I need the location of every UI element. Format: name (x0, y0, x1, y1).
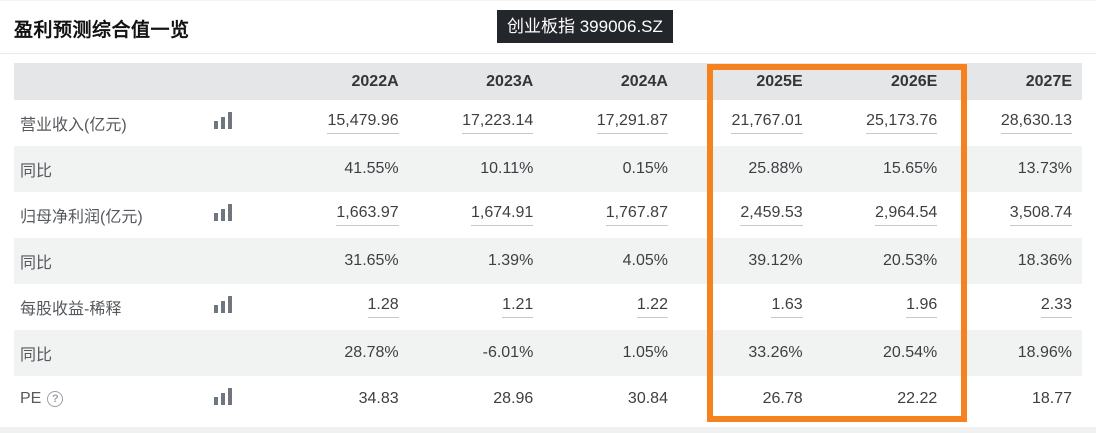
metric-value[interactable]: 1,674.91 (409, 192, 544, 238)
row-label: 营业收入(亿元) (20, 117, 127, 134)
yoy-value: 18.96% (947, 330, 1082, 376)
col-header-2024A: 2024A (543, 63, 678, 100)
yoy-value: 31.65% (274, 238, 409, 284)
yoy-value: 39.12% (677, 238, 813, 284)
table-row-net-profit: 归母净利润(亿元) 1,663.97 1,674.91 1,767.87 2,4… (14, 192, 1082, 238)
yoy-value: 4.05% (543, 238, 678, 284)
row-label: 归母净利润(亿元) (20, 209, 143, 226)
metric-value[interactable]: 1,767.87 (543, 192, 678, 238)
metric-value[interactable]: 1,663.97 (274, 192, 409, 238)
header-label-spacer (14, 63, 214, 100)
metric-value[interactable]: 25,173.76 (813, 100, 948, 146)
table-row-revenue: 营业收入(亿元) 15,479.96 17,223.14 17,291.87 2… (14, 100, 1082, 146)
col-header-2023A: 2023A (408, 63, 544, 100)
metric-value[interactable]: 1.22 (543, 284, 678, 330)
bar-chart-icon[interactable] (214, 112, 232, 129)
metric-value[interactable]: 17,223.14 (409, 100, 544, 146)
table-row-eps-yoy: 同比 28.78% -6.01% 1.05% 33.26% 20.54% 18.… (14, 330, 1082, 376)
metric-value[interactable]: 1.21 (409, 284, 544, 330)
metric-value[interactable]: 2,459.53 (678, 192, 813, 238)
table-row-pe: PE? 34.83 28.96 30.84 26.78 22.22 18.77 (14, 376, 1082, 422)
metric-value[interactable]: 17,291.87 (543, 100, 678, 146)
yoy-value: 20.54% (812, 330, 948, 376)
metric-value[interactable]: 15,479.96 (274, 100, 409, 146)
metric-value[interactable]: 2,964.54 (813, 192, 948, 238)
col-header-2022A: 2022A (274, 63, 409, 100)
row-label: 同比 (14, 238, 214, 284)
bar-chart-icon[interactable] (214, 204, 232, 221)
yoy-value: 25.88% (677, 146, 813, 192)
row-label: 同比 (14, 330, 214, 376)
pe-value: 18.77 (1031, 390, 1072, 407)
yoy-value: 33.26% (677, 330, 813, 376)
bar-chart-icon[interactable] (214, 296, 232, 313)
metric-value[interactable]: 1.28 (274, 284, 409, 330)
index-badge[interactable]: 创业板指 399006.SZ (497, 10, 673, 43)
row-label: 每股收益-稀释 (20, 301, 122, 318)
row-label: PE? (14, 376, 214, 422)
yoy-value: 28.78% (274, 330, 409, 376)
yoy-value: 41.55% (274, 146, 409, 192)
col-header-2025E: 2025E (677, 63, 813, 100)
yoy-value: 18.36% (947, 238, 1082, 284)
metric-value[interactable]: 21,767.01 (678, 100, 813, 146)
pe-value: 26.78 (762, 390, 803, 407)
pe-value: 34.83 (358, 390, 399, 407)
metric-value[interactable]: 1.63 (678, 284, 813, 330)
col-header-2027E: 2027E (947, 63, 1082, 100)
metric-value[interactable]: 2.33 (947, 284, 1082, 330)
yoy-value: 13.73% (947, 146, 1082, 192)
table-row-eps-diluted: 每股收益-稀释 1.28 1.21 1.22 1.63 1.96 2.33 (14, 284, 1082, 330)
row-label: 同比 (14, 146, 214, 192)
yoy-value: 15.65% (812, 146, 948, 192)
bottom-row-strip (0, 427, 1096, 433)
yoy-value: 0.15% (543, 146, 678, 192)
yoy-value: 10.11% (408, 146, 544, 192)
metric-value[interactable]: 1.96 (813, 284, 948, 330)
col-header-2026E: 2026E (812, 63, 948, 100)
table-row-revenue-yoy: 同比 41.55% 10.11% 0.15% 25.88% 15.65% 13.… (14, 146, 1082, 192)
metric-value[interactable]: 3,508.74 (947, 192, 1082, 238)
pe-value: 30.84 (627, 390, 668, 407)
bar-chart-icon[interactable] (214, 388, 232, 405)
header-icon-spacer (214, 63, 274, 100)
yoy-value: 1.39% (408, 238, 544, 284)
metric-value[interactable]: 28,630.13 (947, 100, 1082, 146)
yoy-value: 20.53% (812, 238, 948, 284)
table-row-net-profit-yoy: 同比 31.65% 1.39% 4.05% 39.12% 20.53% 18.3… (14, 238, 1082, 284)
forecast-table: 2022A 2023A 2024A 2025E 2026E 2027E 营业收入… (14, 63, 1082, 422)
pe-value: 22.22 (897, 390, 938, 407)
page-title: 盈利预测综合值一览 (14, 20, 190, 41)
yoy-value: 1.05% (543, 330, 678, 376)
pe-value: 28.96 (493, 390, 534, 407)
yoy-value: -6.01% (408, 330, 544, 376)
help-icon[interactable]: ? (47, 391, 64, 407)
table-header-row: 2022A 2023A 2024A 2025E 2026E 2027E (14, 63, 1082, 100)
page-header: 盈利预测综合值一览 创业板指 399006.SZ (0, 0, 1096, 54)
